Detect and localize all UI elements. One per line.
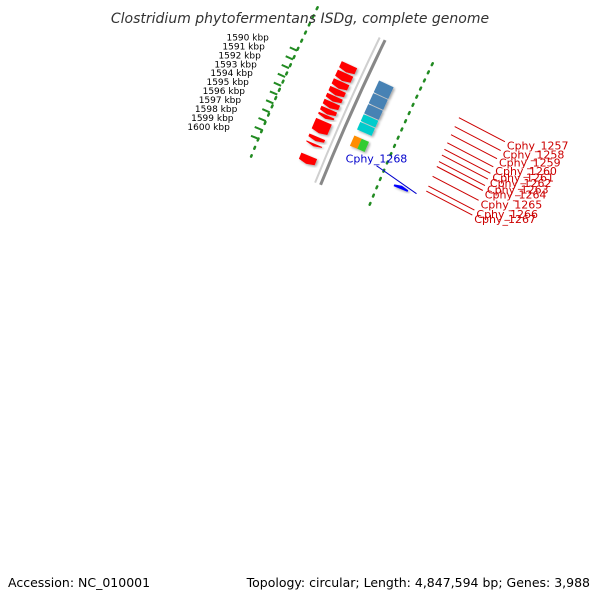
dotted-ring-outer bbox=[368, 62, 434, 206]
scale-tick bbox=[281, 63, 290, 70]
scale-tick-label: 1600 kbp bbox=[187, 123, 230, 133]
cds-forward-9 bbox=[311, 117, 332, 135]
cog-bar-6 bbox=[349, 135, 362, 149]
gene-label[interactable]: Cphy_1260 bbox=[495, 165, 557, 178]
accession-text: Accession: NC_010001 bbox=[8, 575, 150, 590]
labels-layer: Cphy_1257Cphy_1258Cphy_1259Cphy_1260Cphy… bbox=[346, 117, 569, 226]
scale-tick bbox=[273, 81, 282, 87]
scale-tick-label: 1596 kbp bbox=[203, 87, 246, 97]
cds-forward-2 bbox=[335, 69, 354, 83]
cds-forward-5 bbox=[325, 92, 343, 104]
cds-forward-1 bbox=[339, 61, 358, 75]
scale-tick-label: 1592 kbp bbox=[218, 52, 261, 62]
rings-layer bbox=[249, 6, 434, 206]
gene-label[interactable]: Cphy_1262 bbox=[490, 177, 552, 190]
gene-label[interactable]: Cphy_1268 bbox=[346, 153, 408, 166]
cds-forward-4 bbox=[328, 85, 346, 98]
cds-reverse-1 bbox=[393, 184, 409, 192]
scale-tick bbox=[269, 90, 278, 96]
scale-tick bbox=[277, 72, 286, 78]
cog-bar-4 bbox=[360, 114, 379, 128]
scale-tick bbox=[258, 117, 267, 123]
features-layer bbox=[298, 61, 409, 192]
gene-leader-line bbox=[426, 190, 473, 216]
scale-tick-label: 1590 kbp bbox=[226, 34, 269, 44]
scale-tick-label: 1591 kbp bbox=[222, 43, 265, 53]
map-title: Clostridium phytofermentans ISDg, comple… bbox=[111, 11, 489, 27]
gene-leader-line bbox=[458, 117, 506, 143]
gene-label[interactable]: Cphy_1266 bbox=[476, 208, 538, 221]
gene-label[interactable]: Cphy_1261 bbox=[492, 171, 554, 184]
gene-leader-line bbox=[447, 142, 494, 168]
scale-tick bbox=[285, 55, 294, 61]
genome-summary-text: Topology: circular; Length: 4,847,594 bp… bbox=[246, 575, 590, 590]
scale-tick-label: 1595 kbp bbox=[206, 78, 249, 88]
scale-tick bbox=[265, 99, 274, 105]
scale-tick-label: 1597 kbp bbox=[199, 96, 242, 106]
cog-bar-5 bbox=[357, 121, 375, 136]
scale-tick-label: 1598 kbp bbox=[195, 105, 238, 115]
scale-tick bbox=[254, 125, 263, 131]
scale-tick bbox=[289, 46, 298, 52]
backbone-outer bbox=[319, 39, 387, 186]
cog-bar-2 bbox=[368, 93, 388, 110]
cog-bar-7 bbox=[357, 138, 369, 152]
cog-bar-1 bbox=[373, 80, 394, 99]
scale-tick-label: 1593 kbp bbox=[214, 60, 257, 70]
gene-leader-line bbox=[438, 161, 486, 187]
cds-forward-7 bbox=[320, 105, 338, 117]
gene-label[interactable]: Cphy_1259 bbox=[499, 157, 561, 170]
gene-label[interactable]: Cphy_1257 bbox=[507, 140, 569, 153]
cds-forward-12 bbox=[298, 152, 318, 166]
cds-forward-11 bbox=[306, 140, 323, 148]
cog-bar-3 bbox=[364, 104, 383, 120]
scale-tick-label: 1594 kbp bbox=[210, 69, 253, 79]
gene-label[interactable]: Cphy_1264 bbox=[485, 189, 547, 202]
gene-leader-line bbox=[432, 175, 479, 201]
gene-leader-line bbox=[454, 126, 501, 152]
gene-leader-line bbox=[436, 166, 484, 191]
dotted-ring-inner bbox=[249, 6, 319, 158]
cds-forward-6 bbox=[322, 98, 341, 111]
gene-label[interactable]: Cphy_1258 bbox=[503, 149, 565, 162]
scale-tick bbox=[261, 108, 271, 114]
gene-leader-line bbox=[376, 165, 417, 195]
gene-leader-line bbox=[441, 154, 489, 180]
gene-leader-line bbox=[428, 185, 475, 211]
gene-label[interactable]: Cphy_1267 bbox=[474, 213, 536, 226]
backbone-inner bbox=[314, 37, 381, 183]
scale-tick bbox=[250, 134, 259, 140]
cds-forward-10 bbox=[308, 133, 326, 143]
gene-leader-line bbox=[450, 134, 498, 160]
scale-tick-label: 1599 kbp bbox=[191, 114, 234, 124]
cds-forward-3 bbox=[331, 78, 350, 91]
cds-forward-8 bbox=[318, 111, 335, 121]
gene-leader-line bbox=[444, 148, 491, 174]
gene-label[interactable]: Cphy_1265 bbox=[481, 198, 543, 211]
gene-label[interactable]: Cphy_1263 bbox=[487, 184, 549, 197]
